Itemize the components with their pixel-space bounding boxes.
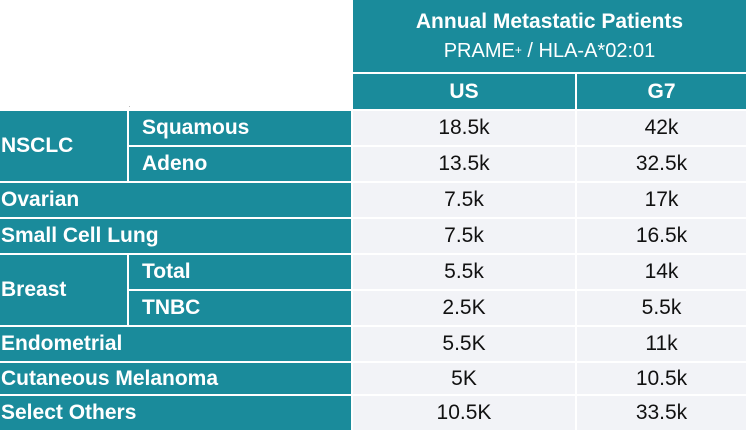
cell-small-cell-lung-us: 7.5k	[353, 219, 575, 253]
cell-adeno-g7: 32.5k	[577, 147, 746, 181]
cell-select-others-us: 10.5K	[353, 396, 575, 430]
row-label-select-others: Select Others	[0, 396, 351, 430]
group-label-nsclc: NSCLC	[0, 111, 127, 181]
cell-total-g7: 14k	[577, 255, 746, 289]
cell-ovarian-us: 7.5k	[353, 183, 575, 217]
cell-squamous-g7: 42k	[577, 111, 746, 145]
row-label-squamous: Squamous	[129, 111, 351, 145]
cell-tnbc-g7: 5.5k	[577, 291, 746, 325]
table-title: Annual Metastatic Patients	[415, 9, 684, 33]
cell-cutaneous-melanoma-us: 5K	[353, 363, 575, 394]
cell-cutaneous-melanoma-g7: 10.5k	[577, 363, 746, 394]
row-label-endometrial: Endometrial	[0, 327, 351, 361]
row-label-cutaneous-melanoma: Cutaneous Melanoma	[0, 363, 351, 394]
group-label-breast: Breast	[0, 255, 127, 325]
column-header-us: US	[353, 74, 575, 109]
row-label-ovarian: Ovarian	[0, 183, 351, 217]
cell-adeno-us: 13.5k	[353, 147, 575, 181]
row-label-total: Total	[129, 255, 351, 289]
divider-mark	[129, 106, 130, 107]
cell-small-cell-lung-g7: 16.5k	[577, 219, 746, 253]
cell-total-us: 5.5k	[353, 255, 575, 289]
row-label-tnbc: TNBC	[129, 291, 351, 325]
row-label-small-cell-lung: Small Cell Lung	[0, 219, 351, 253]
cell-squamous-us: 18.5k	[353, 111, 575, 145]
cell-select-others-g7: 33.5k	[577, 396, 746, 430]
cell-endometrial-g7: 11k	[577, 327, 746, 361]
row-label-adeno: Adeno	[129, 147, 351, 181]
cell-tnbc-us: 2.5K	[353, 291, 575, 325]
table-header: Annual Metastatic Patients PRAME+ / HLA-…	[353, 0, 746, 72]
column-header-g7: G7	[577, 74, 746, 109]
table-subtitle: PRAME+ / HLA-A*02:01	[443, 39, 656, 62]
cell-endometrial-us: 5.5K	[353, 327, 575, 361]
cell-ovarian-g7: 17k	[577, 183, 746, 217]
